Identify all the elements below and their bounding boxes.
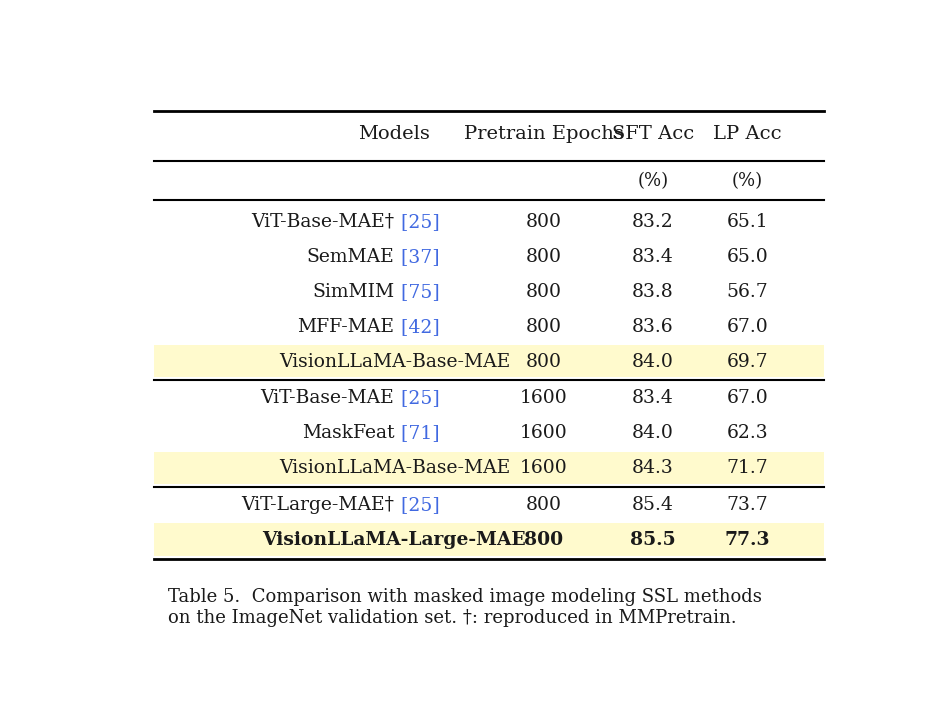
Text: Table 5.  Comparison with masked image modeling SSL methods
on the ImageNet vali: Table 5. Comparison with masked image mo… bbox=[168, 588, 762, 627]
Text: 800: 800 bbox=[525, 283, 562, 301]
Text: [37]: [37] bbox=[395, 248, 440, 266]
Text: 800: 800 bbox=[525, 496, 562, 514]
Text: VisionLLaMA-Base-MAE: VisionLLaMA-Base-MAE bbox=[278, 459, 510, 477]
Text: 800: 800 bbox=[525, 248, 562, 266]
Text: [42]: [42] bbox=[395, 318, 440, 336]
Text: 1600: 1600 bbox=[520, 459, 568, 477]
Text: 67.0: 67.0 bbox=[727, 390, 769, 408]
Text: [25]: [25] bbox=[395, 390, 440, 408]
Text: VisionLLaMA-Base-MAE: VisionLLaMA-Base-MAE bbox=[278, 353, 510, 371]
Text: 800: 800 bbox=[525, 531, 563, 549]
Text: MaskFeat: MaskFeat bbox=[302, 424, 395, 442]
Text: 1600: 1600 bbox=[520, 390, 568, 408]
Text: [75]: [75] bbox=[395, 283, 440, 301]
Text: ViT-Base-MAE†: ViT-Base-MAE† bbox=[251, 213, 395, 231]
Text: 800: 800 bbox=[525, 318, 562, 336]
Text: ViT-Large-MAE†: ViT-Large-MAE† bbox=[242, 496, 395, 514]
Text: 83.8: 83.8 bbox=[632, 283, 674, 301]
Text: 65.0: 65.0 bbox=[727, 248, 769, 266]
Text: 85.4: 85.4 bbox=[632, 496, 674, 514]
Text: 83.2: 83.2 bbox=[632, 213, 674, 231]
Text: 84.3: 84.3 bbox=[632, 459, 674, 477]
Text: 84.0: 84.0 bbox=[632, 424, 674, 442]
Text: LP Acc: LP Acc bbox=[713, 125, 782, 143]
Text: 84.0: 84.0 bbox=[632, 353, 674, 371]
Text: 1600: 1600 bbox=[520, 424, 568, 442]
Text: [25]: [25] bbox=[395, 496, 440, 514]
Text: MFF-MAE: MFF-MAE bbox=[297, 318, 395, 336]
Text: 83.6: 83.6 bbox=[632, 318, 674, 336]
Text: ViT-Base-MAE: ViT-Base-MAE bbox=[260, 390, 395, 408]
Text: 65.1: 65.1 bbox=[727, 213, 769, 231]
Text: 85.5: 85.5 bbox=[630, 531, 676, 549]
Text: (%): (%) bbox=[732, 171, 763, 189]
Text: SemMAE: SemMAE bbox=[306, 248, 395, 266]
Text: Pretrain Epochs: Pretrain Epochs bbox=[463, 125, 623, 143]
Text: 800: 800 bbox=[525, 213, 562, 231]
Text: VisionLLaMA-Large-MAE: VisionLLaMA-Large-MAE bbox=[262, 531, 526, 549]
FancyBboxPatch shape bbox=[154, 346, 824, 377]
Text: SFT Acc: SFT Acc bbox=[612, 125, 694, 143]
Text: SimMIM: SimMIM bbox=[312, 283, 395, 301]
Text: 67.0: 67.0 bbox=[727, 318, 769, 336]
Text: 62.3: 62.3 bbox=[727, 424, 769, 442]
FancyBboxPatch shape bbox=[154, 452, 824, 484]
Text: 73.7: 73.7 bbox=[727, 496, 769, 514]
FancyBboxPatch shape bbox=[154, 523, 824, 556]
Text: 77.3: 77.3 bbox=[725, 531, 771, 549]
Text: 83.4: 83.4 bbox=[632, 248, 674, 266]
Text: 800: 800 bbox=[525, 353, 562, 371]
Text: 69.7: 69.7 bbox=[727, 353, 769, 371]
Text: 71.7: 71.7 bbox=[727, 459, 769, 477]
Text: (%): (%) bbox=[637, 171, 668, 189]
Text: 56.7: 56.7 bbox=[727, 283, 769, 301]
Text: [71]: [71] bbox=[395, 424, 440, 442]
Text: 83.4: 83.4 bbox=[632, 390, 674, 408]
Text: Models: Models bbox=[358, 125, 431, 143]
Text: [25]: [25] bbox=[395, 213, 440, 231]
